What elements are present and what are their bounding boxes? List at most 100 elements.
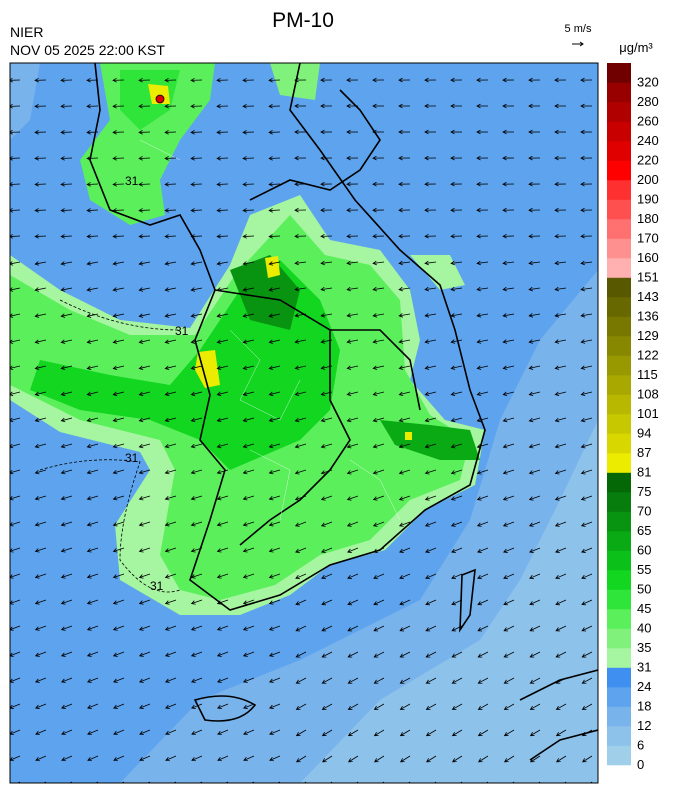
colorbar-label: 108: [637, 387, 659, 402]
wind-arrow: [373, 677, 385, 684]
wind-arrow: [87, 729, 99, 736]
wind-arrow: [87, 755, 99, 762]
wind-arrow: [450, 155, 463, 161]
wind-arrow: [216, 130, 229, 135]
wind-arrow: [112, 156, 125, 161]
wind-arrow: [190, 391, 203, 397]
colorbar-segment: [607, 472, 631, 493]
wind-arrow: [165, 755, 177, 762]
wind-arrow: [190, 365, 203, 370]
wind-arrow: [554, 495, 567, 501]
wind-arrow: [242, 339, 255, 344]
wind-arrow: [190, 182, 203, 187]
wind-arrow: [10, 729, 21, 736]
wind-arrow: [216, 156, 229, 161]
wind-arrow: [216, 104, 229, 109]
wind-arrow: [320, 365, 333, 370]
wind-arrow: [320, 181, 333, 187]
wind-arrow: [216, 365, 229, 370]
wind-arrow: [347, 755, 359, 763]
wind-arrow: [399, 651, 411, 658]
wind-arrow: [451, 625, 463, 632]
wind-arrow: [34, 130, 47, 135]
wind-arrow: [242, 677, 255, 683]
wind-arrow: [398, 313, 411, 318]
wind-arrow: [528, 233, 541, 239]
wind-arrow: [138, 573, 151, 579]
wind-arrow: [502, 469, 515, 475]
wind-arrow: [372, 260, 385, 266]
wind-arrow: [581, 729, 593, 737]
wind-arrow: [425, 625, 437, 632]
wind-arrow: [425, 755, 437, 763]
wind-arrow: [86, 104, 99, 109]
colorbar-label: 160: [637, 250, 659, 265]
wind-arrow: [268, 156, 281, 161]
wind-arrow: [10, 182, 21, 187]
wind-arrow: [476, 417, 489, 423]
wind-arrow: [216, 261, 229, 266]
wind-arrow: [529, 729, 541, 737]
wind-arrow: [243, 703, 255, 709]
colorbar-label: 81: [637, 465, 651, 480]
wind-arrow: [268, 104, 281, 109]
wind-arrow: [528, 391, 541, 397]
wind-arrow: [269, 703, 281, 709]
wind-arrow: [528, 286, 541, 292]
wind-arrow: [216, 208, 229, 213]
wind-arrow: [86, 208, 99, 213]
wind-arrow: [502, 233, 515, 239]
wind-arrow: [554, 443, 567, 449]
wind-arrow: [347, 573, 359, 580]
wind-arrow: [528, 260, 541, 266]
wind-arrow: [581, 547, 593, 553]
wind-arrow: [86, 417, 99, 423]
wind-arrow: [138, 287, 151, 292]
wind-arrow: [476, 260, 489, 266]
wind-arrow: [294, 495, 307, 501]
colorbar-segment: [607, 433, 631, 454]
wind-arrow: [554, 155, 567, 161]
wind-arrow: [295, 547, 307, 553]
wind-arrow: [477, 651, 489, 658]
wind-arrow: [502, 260, 515, 266]
wind-arrow: [580, 339, 593, 344]
wind-arrow: [242, 651, 255, 657]
wind-arrow: [242, 547, 255, 553]
wind-arrow: [10, 77, 21, 83]
wind-arrow: [269, 729, 281, 736]
wind-arrow: [502, 443, 515, 449]
colorbar-segment: [607, 648, 631, 668]
wind-arrow: [528, 155, 541, 161]
wind-arrow: [450, 339, 463, 344]
colorbar-label: 18: [637, 699, 651, 714]
wind-arrow: [138, 495, 151, 501]
wind-arrow: [555, 677, 567, 684]
wind-arrow: [424, 260, 437, 266]
wind-arrow: [10, 130, 21, 135]
wind-arrow: [398, 155, 411, 161]
wind-arrow: [398, 207, 411, 213]
wind-arrow: [165, 703, 177, 709]
wind-arrow: [34, 573, 47, 579]
wind-arrow: [217, 755, 229, 762]
wind-arrow: [34, 417, 47, 423]
wind-arrow: [190, 130, 203, 135]
wind-arrow: [112, 495, 125, 501]
wind-arrow: [242, 391, 255, 397]
wind-arrow: [34, 77, 47, 83]
wind-arrow: [528, 365, 541, 370]
wind-arrow: [476, 365, 489, 370]
wind-arrow: [320, 313, 333, 318]
wind-arrow: [10, 495, 21, 501]
wind-arrow: [346, 469, 359, 475]
wind-arrow: [528, 77, 541, 83]
wind-arrow: [164, 573, 177, 579]
wind-arrow: [216, 599, 229, 605]
wind-arrow: [139, 729, 151, 736]
wind-arrow: [451, 651, 463, 658]
wind-arrow: [295, 677, 307, 684]
wind-arrow: [60, 495, 73, 501]
wind-arrow: [34, 677, 47, 683]
wind-arrow: [86, 625, 99, 631]
